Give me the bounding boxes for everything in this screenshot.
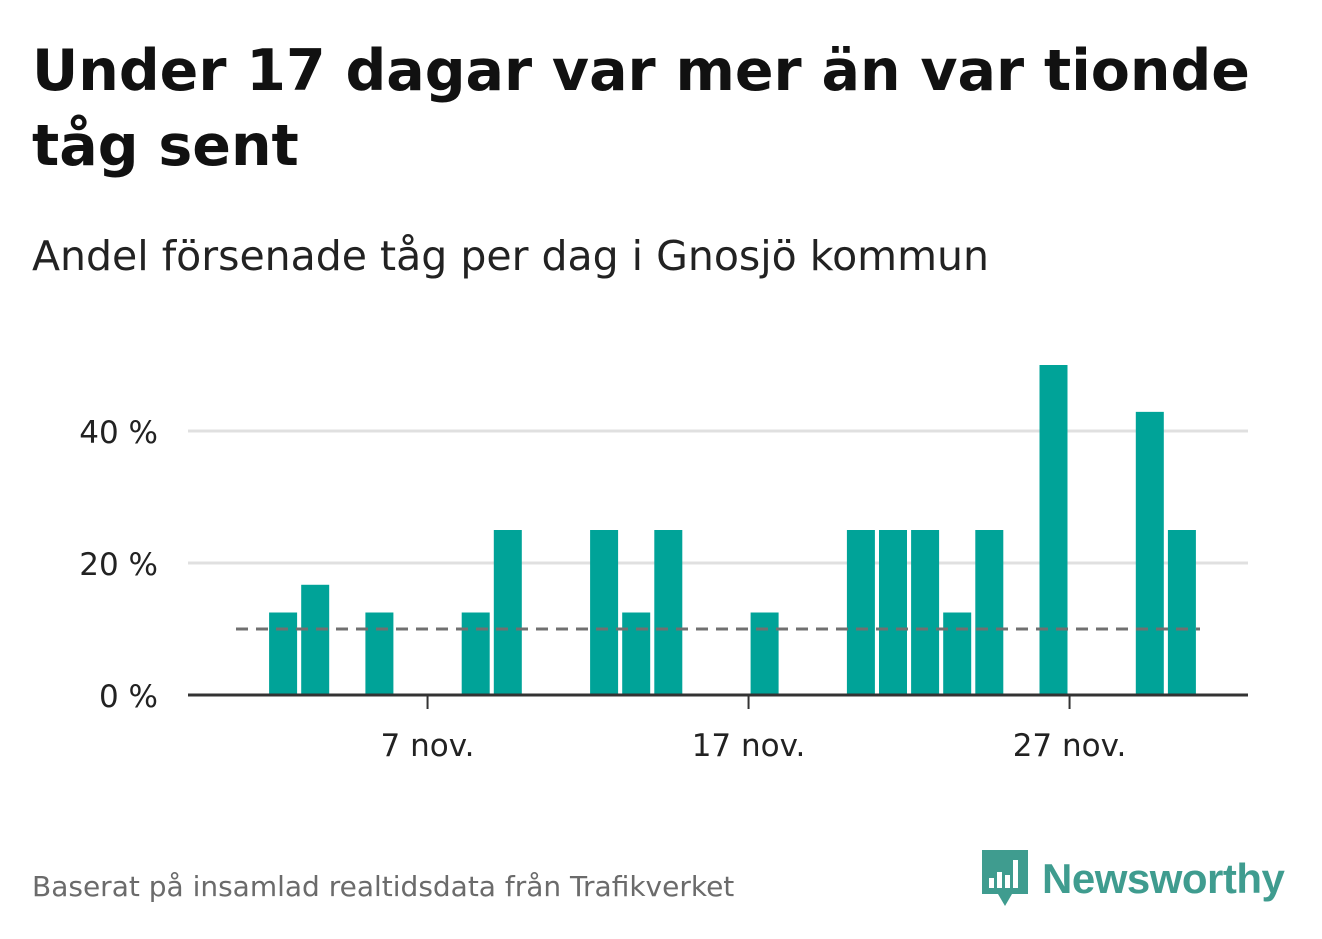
x-tick-label: 17 nov. (692, 728, 806, 764)
source-note: Baserat på insamlad realtidsdata från Tr… (32, 870, 735, 903)
bar (943, 612, 972, 695)
bar (846, 530, 875, 695)
bar (750, 612, 779, 695)
brand-logo[interactable]: Newsworthy (980, 848, 1285, 910)
brand-name: Newsworthy (1042, 855, 1285, 902)
bar (622, 612, 651, 695)
y-tick-label: 0 % (99, 679, 158, 715)
bar (1167, 530, 1196, 695)
x-tick-label: 27 nov. (1013, 728, 1127, 764)
bar (1135, 411, 1164, 695)
bar (365, 612, 394, 695)
bar (301, 584, 330, 695)
bar (461, 612, 490, 695)
grid-lines (188, 429, 1248, 565)
bar (269, 612, 298, 695)
chart-title: Under 17 dagar var mer än var tionde tåg… (32, 38, 1250, 179)
y-tick-label: 20 % (79, 547, 158, 583)
bar (911, 530, 940, 695)
bar (493, 530, 522, 695)
bar (975, 530, 1004, 695)
x-tick-label: 7 nov. (381, 728, 475, 764)
bars (269, 365, 1196, 695)
newsworthy-logo-icon (982, 850, 1028, 906)
bar (590, 530, 619, 695)
y-tick-label: 40 % (79, 415, 158, 451)
bar (654, 530, 683, 695)
chart-subtitle: Andel försenade tåg per dag i Gnosjö kom… (32, 232, 990, 280)
bar-chart: 0 % 20 % 40 % 7 nov. 17 nov. 27 nov. (79, 365, 1248, 764)
bar (879, 530, 907, 695)
bar (1039, 365, 1068, 695)
axes: 0 % 20 % 40 % 7 nov. 17 nov. 27 nov. (79, 415, 1248, 764)
